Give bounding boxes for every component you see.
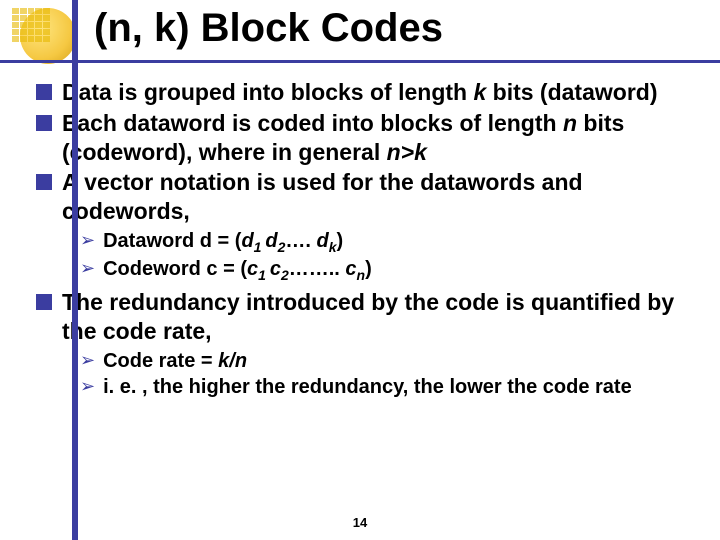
italic-text: c	[247, 258, 258, 280]
text: ……..	[289, 258, 346, 280]
italic-text: k	[473, 79, 486, 105]
italic-text: c	[345, 258, 356, 280]
subscript: 2	[281, 267, 289, 283]
bullet-text: Data is grouped into blocks of length k …	[62, 78, 658, 107]
sub-bullet-item: ➢ Codeword c = (c1 c2…….. cn)	[80, 256, 696, 284]
vertical-rule	[72, 0, 78, 540]
italic-text: n	[563, 110, 577, 136]
arrow-bullet-icon: ➢	[80, 376, 95, 397]
square-bullet-icon	[36, 294, 52, 310]
arrow-bullet-icon: ➢	[80, 230, 95, 251]
bullet-item: The redundancy introduced by the code is…	[36, 288, 696, 346]
text: Code rate =	[103, 350, 218, 372]
bullet-item: Data is grouped into blocks of length k …	[36, 78, 696, 107]
subscript: 1	[258, 267, 270, 283]
bullet-item: Each dataword is coded into blocks of le…	[36, 109, 696, 167]
horizontal-rule	[0, 60, 720, 63]
italic-text: k/n	[218, 350, 247, 372]
text: )	[365, 258, 372, 280]
page-number: 14	[0, 515, 720, 530]
subscript: n	[357, 267, 366, 283]
text: )	[337, 230, 344, 252]
sub-bullet-text: Dataword d = (d1 d2…. dk)	[103, 228, 343, 256]
subscript: k	[329, 239, 337, 255]
square-bullet-icon	[36, 115, 52, 131]
subscript: 1	[254, 239, 266, 255]
sub-bullet-item: ➢ i. e. , the higher the redundancy, the…	[80, 374, 696, 400]
square-bullet-icon	[36, 174, 52, 190]
text: Each dataword is coded into blocks of le…	[62, 110, 563, 136]
text: bits (dataword)	[486, 79, 657, 105]
italic-text: d	[241, 230, 253, 252]
page-title: (n, k) Block Codes	[94, 6, 443, 51]
italic-text: d	[265, 230, 277, 252]
arrow-bullet-icon: ➢	[80, 258, 95, 279]
arrow-bullet-icon: ➢	[80, 350, 95, 371]
square-bullet-icon	[36, 84, 52, 100]
sub-bullet-text: Code rate = k/n	[103, 348, 247, 374]
content-area: Data is grouped into blocks of length k …	[36, 78, 696, 400]
logo-grid	[12, 8, 50, 42]
sub-bullet-item: ➢ Dataword d = (d1 d2…. dk)	[80, 228, 696, 256]
italic-text: n>k	[387, 139, 427, 165]
sub-bullet-text: Codeword c = (c1 c2…….. cn)	[103, 256, 372, 284]
italic-text: c	[270, 258, 281, 280]
bullet-text: The redundancy introduced by the code is…	[62, 288, 696, 346]
text: Dataword d = (	[103, 230, 241, 252]
text: ….	[285, 230, 316, 252]
bullet-text: Each dataword is coded into blocks of le…	[62, 109, 696, 167]
italic-text: d	[317, 230, 329, 252]
text: Codeword c = (	[103, 258, 247, 280]
bullet-text: A vector notation is used for the datawo…	[62, 168, 696, 226]
text: Data is grouped into blocks of length	[62, 79, 473, 105]
sub-bullet-text: i. e. , the higher the redundancy, the l…	[103, 374, 632, 400]
sub-bullet-item: ➢ Code rate = k/n	[80, 348, 696, 374]
bullet-item: A vector notation is used for the datawo…	[36, 168, 696, 226]
